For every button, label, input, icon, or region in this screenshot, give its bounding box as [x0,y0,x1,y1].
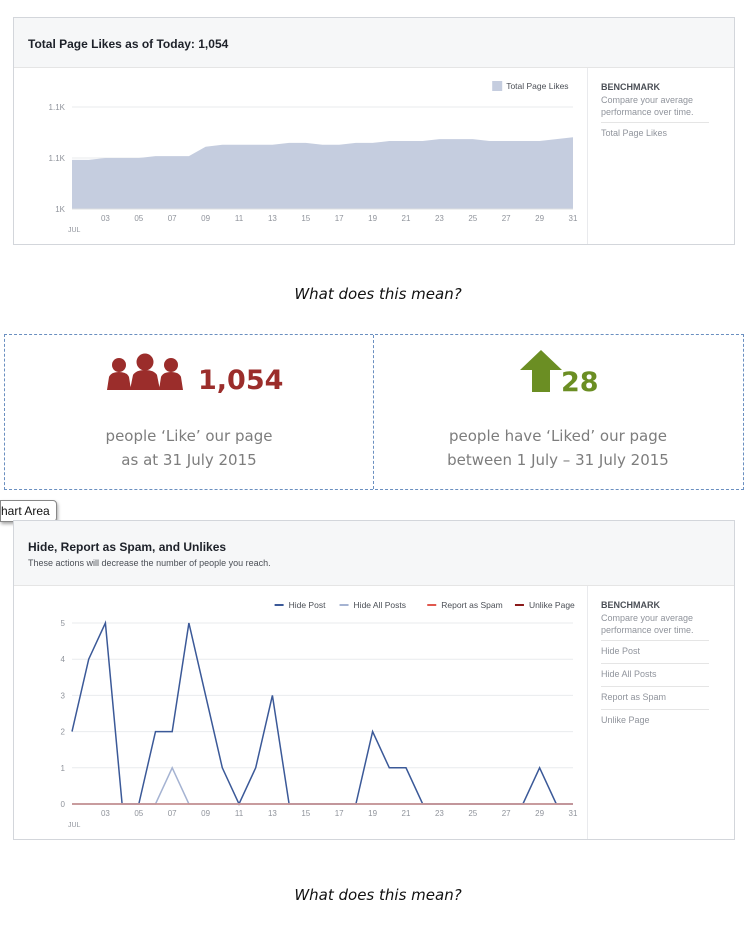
x-tick-label: 17 [335,214,344,223]
x-tick-label: 03 [101,214,110,223]
benchmark-item-hide-post[interactable]: Hide Post [601,640,709,656]
x-tick-label: 27 [502,809,511,818]
total-likes-number: 1,054 [198,365,284,396]
benchmark-item-total-page-likes[interactable]: Total Page Likes [601,122,709,138]
x-tick-label: 31 [569,809,578,818]
x-tick-label: 11 [235,214,244,223]
x-tick-label: 07 [168,809,177,818]
legend-label: Total Page Likes [506,81,568,91]
x-tick-label: 03 [101,809,110,818]
y-tick-label: 5 [61,619,66,628]
x-tick-label: 11 [235,809,244,818]
new-likes-line-2: between 1 July – 31 July 2015 [447,451,669,469]
legend-label: Hide All Posts [354,600,406,610]
total-likes-line-2: as at 31 July 2015 [121,451,257,469]
x-tick-label: 29 [535,214,544,223]
y-tick-label: 1 [61,764,66,773]
x-tick-label: 13 [268,214,277,223]
page-likes-panel: Total Page Likes as of Today: 1,054 1K 1.… [13,17,735,245]
x-tick-label: 19 [368,214,377,223]
x-tick-label: 09 [201,214,210,223]
people-group-icon [107,353,183,390]
new-likes-line-1: people have ‘Liked’ our page [449,427,667,445]
y-tick-label: 4 [61,655,66,664]
chart-area-tooltip: hart Area [0,500,57,522]
question-1: What does this mean? [294,285,462,303]
benchmark-description-2: Compare your average performance over ti… [601,613,694,635]
x-tick-label: 21 [402,809,411,818]
x-tick-label: 15 [301,809,310,818]
y-tick-label: 1K [55,205,65,214]
legend-label: Hide Post [289,600,326,610]
y-tick-label: 2 [61,728,66,737]
negative-feedback-title: Hide, Report as Spam, and Unlikes [28,540,227,554]
negative-feedback-panel: Hide, Report as Spam, and Unlikes These … [13,520,735,840]
legend-label: Unlike Page [529,600,575,610]
x-month-label: JUL [68,822,81,829]
benchmark-panel: BENCHMARK Compare your average performan… [587,68,734,244]
x-tick-label: 27 [502,214,511,223]
x-tick-label: 15 [301,214,310,223]
negative-feedback-header: Hide, Report as Spam, and Unlikes These … [14,521,734,586]
series-area-total-page-likes [72,137,573,209]
negative-feedback-subtitle: These actions will decrease the number o… [28,558,271,568]
page-likes-title: Total Page Likes as of Today: 1,054 [28,37,229,51]
benchmark-item-unlike-page[interactable]: Unlike Page [601,709,709,725]
x-tick-label: 07 [168,214,177,223]
stats-box: 1,054 people ‘Like’ our page as at 31 Ju… [4,334,744,490]
x-month-label: JUL [68,227,81,234]
legend-swatch [492,81,503,91]
total-likes-line-1: people ‘Like’ our page [105,427,273,445]
y-tick-label: 1.1K [49,103,66,112]
x-tick-label: 05 [134,809,143,818]
x-tick-label: 23 [435,809,444,818]
x-tick-label: 25 [468,809,477,818]
benchmark-title-2: BENCHMARK [601,600,660,610]
new-likes-number: 28 [561,367,599,398]
arrow-up-icon [520,350,562,392]
page-likes-header: Total Page Likes as of Today: 1,054 [14,18,734,68]
x-tick-label: 19 [368,809,377,818]
x-tick-label: 21 [402,214,411,223]
y-tick-label: 3 [61,691,66,700]
x-tick-label: 09 [201,809,210,818]
series-line-hide-post [71,620,573,806]
series-line-hide-all-posts [72,766,573,805]
y-tick-label: 1.1K [49,154,66,163]
page-likes-chart: 1K 1.1K 1.1K 03 05 07 09 11 13 15 17 19 21 23 25 27 29 31… [49,81,578,234]
benchmark-panel-2: BENCHMARK Compare your average performan… [587,586,734,839]
benchmark-title: BENCHMARK [601,82,660,92]
x-tick-label: 29 [535,809,544,818]
x-tick-label: 13 [268,809,277,818]
x-tick-label: 17 [335,809,344,818]
stats-divider [373,335,374,489]
x-tick-label: 31 [569,214,578,223]
benchmark-item-hide-all-posts[interactable]: Hide All Posts [601,663,709,679]
x-tick-label: 23 [435,214,444,223]
x-tick-label: 25 [468,214,477,223]
x-tick-label: 05 [134,214,143,223]
benchmark-item-report-as-spam[interactable]: Report as Spam [601,686,709,702]
benchmark-description: Compare your average performance over ti… [601,95,694,117]
legend-label: Report as Spam [441,600,502,610]
y-tick-label: 0 [61,800,66,809]
question-2: What does this mean? [294,886,462,904]
